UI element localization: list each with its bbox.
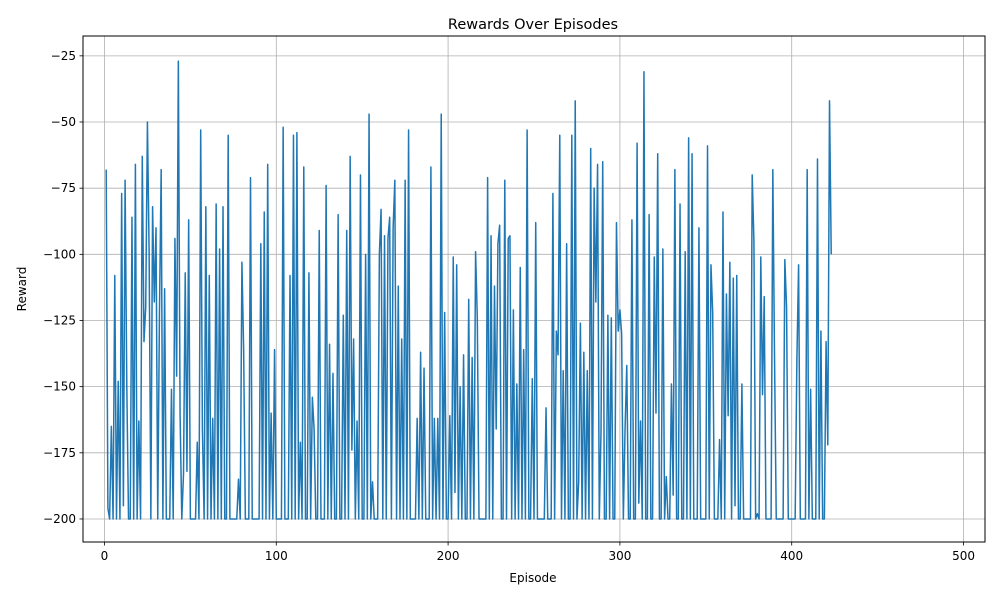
y-tick-label: −50 (51, 115, 76, 129)
y-tick-label: −25 (51, 49, 76, 63)
y-tick-label: −125 (43, 313, 76, 327)
y-tick-label: −200 (43, 512, 76, 526)
y-tick-label: −175 (43, 446, 76, 460)
x-tick-label: 400 (780, 549, 803, 563)
grid-lines (83, 36, 985, 542)
y-tick-label: −150 (43, 380, 76, 394)
y-axis-ticks: −200 −175 −150 −125 −100 −75 −50 −25 (43, 49, 83, 526)
y-axis-label: Reward (15, 267, 29, 312)
x-tick-label: 200 (437, 549, 460, 563)
x-axis-label: Episode (509, 571, 556, 585)
y-tick-label: −75 (51, 181, 76, 195)
x-tick-label: 500 (952, 549, 975, 563)
chart-title: Rewards Over Episodes (448, 17, 618, 33)
x-axis-ticks: 0 100 200 300 400 500 (101, 542, 975, 563)
x-tick-label: 0 (101, 549, 109, 563)
x-tick-label: 100 (265, 549, 288, 563)
x-tick-label: 300 (608, 549, 631, 563)
series-group (105, 60, 832, 520)
plot-area-frame (82, 35, 986, 543)
reward-series-line (105, 60, 832, 520)
y-tick-label: −100 (43, 247, 76, 261)
